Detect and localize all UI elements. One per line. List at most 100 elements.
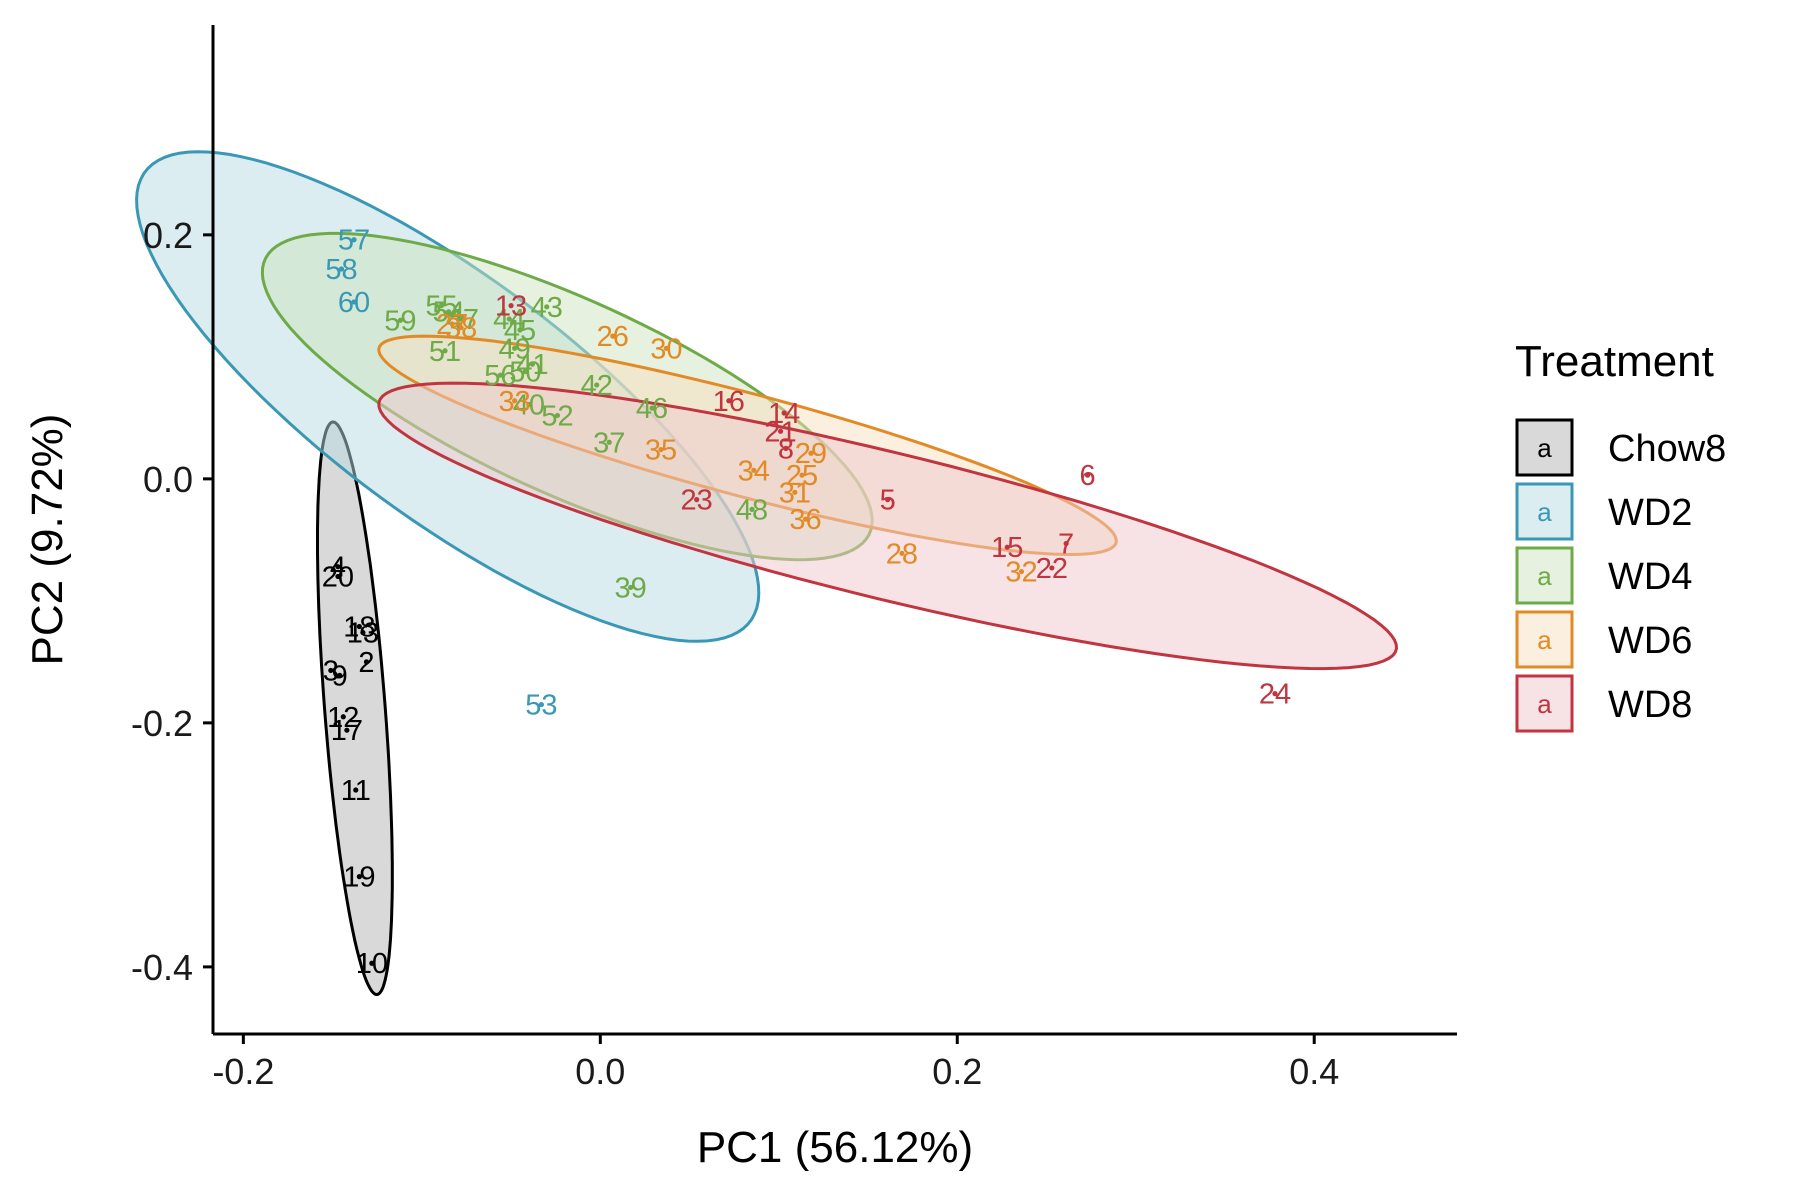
point-marker bbox=[338, 266, 345, 272]
point-label: 53 bbox=[525, 690, 557, 722]
point-label: 55 bbox=[425, 291, 457, 323]
point-marker bbox=[1018, 568, 1025, 575]
axes: -0.2 0.0 0.2 0.4 -0.4 -0.2 0.0 0.2 bbox=[131, 25, 1457, 1092]
point-marker bbox=[328, 667, 334, 674]
point-label: 50 bbox=[509, 357, 541, 389]
point-marker bbox=[1063, 540, 1069, 547]
point-label: 36 bbox=[789, 504, 821, 536]
point-label: 2 bbox=[358, 647, 374, 679]
point-marker bbox=[1004, 544, 1010, 550]
point-marker bbox=[726, 398, 732, 404]
data-point-chow8: 10 bbox=[356, 948, 388, 980]
point-label: 43 bbox=[531, 292, 563, 324]
data-point-wd8: 23 bbox=[681, 485, 713, 517]
point-label: 56 bbox=[484, 360, 516, 392]
data-point-chow8: 17 bbox=[331, 715, 363, 747]
point-marker bbox=[512, 345, 518, 351]
data-point-wd8: 16 bbox=[713, 386, 745, 418]
point-marker bbox=[1084, 472, 1091, 478]
x-tick-label: -0.2 bbox=[212, 1051, 274, 1092]
y-axis-title: PC2 (9.72%) bbox=[23, 414, 72, 666]
point-label: 46 bbox=[636, 393, 668, 425]
point-marker bbox=[529, 361, 536, 367]
data-point-wd4: 46 bbox=[636, 393, 668, 425]
data-point-wd4: 55 bbox=[425, 291, 457, 323]
x-tick-label: 0.4 bbox=[1289, 1051, 1339, 1092]
data-point-chow8: 11 bbox=[341, 775, 371, 807]
point-label: 29 bbox=[795, 438, 827, 470]
point-marker bbox=[497, 372, 503, 378]
legend-key-glyph: a bbox=[1537, 561, 1552, 591]
legend-key bbox=[1515, 674, 1574, 733]
point-label: 47 bbox=[447, 304, 479, 336]
legend-label: WD6 bbox=[1608, 620, 1692, 662]
legend-key bbox=[1515, 482, 1574, 541]
data-point-wd4: 51 bbox=[429, 336, 461, 368]
data-point-wd6: 35 bbox=[645, 435, 677, 467]
point-label: 10 bbox=[356, 948, 388, 980]
point-marker bbox=[460, 316, 466, 322]
point-label: 41 bbox=[516, 349, 548, 381]
point-marker bbox=[751, 467, 757, 473]
data-point-wd4: 40 bbox=[513, 389, 545, 421]
data-point-wd8: 5 bbox=[880, 485, 896, 517]
legend: Treatment a Chow8 a WD2 a WD4 a WD6 a WD8 bbox=[1515, 337, 1726, 733]
data-point-wd4: 49 bbox=[498, 333, 530, 365]
point-marker bbox=[344, 727, 350, 733]
point-marker bbox=[749, 506, 755, 512]
point-marker bbox=[351, 299, 357, 305]
point-label: 30 bbox=[650, 333, 682, 365]
point-label: 15 bbox=[991, 532, 1023, 564]
y-tick-label: -0.2 bbox=[131, 703, 193, 744]
data-point-wd8: 22 bbox=[1036, 553, 1068, 585]
point-marker bbox=[353, 787, 359, 793]
point-marker bbox=[340, 714, 346, 720]
legend-item-wd4: a WD4 bbox=[1515, 546, 1692, 605]
point-marker bbox=[356, 874, 362, 880]
point-label: 20 bbox=[322, 561, 354, 593]
y-tick-label: 0.2 bbox=[143, 215, 193, 256]
point-label: 11 bbox=[341, 775, 371, 807]
legend-key bbox=[1515, 418, 1574, 477]
point-label: 21 bbox=[764, 416, 796, 448]
point-marker bbox=[663, 345, 669, 351]
x-tick-label: 0.0 bbox=[575, 1051, 625, 1092]
confidence-ellipses bbox=[135, 150, 1399, 997]
data-point-wd6: 25 bbox=[786, 460, 818, 492]
data-point-wd4: 56 bbox=[484, 360, 516, 392]
point-marker bbox=[554, 412, 561, 419]
data-point-wd8: 13 bbox=[495, 291, 527, 323]
point-marker bbox=[458, 324, 464, 331]
point-label: 49 bbox=[498, 333, 530, 365]
point-label: 24 bbox=[1259, 679, 1291, 711]
data-point-chow8: 4 bbox=[330, 552, 346, 584]
point-label: 7 bbox=[1058, 529, 1074, 561]
point-label: 42 bbox=[581, 370, 613, 402]
data-point-wd6: 30 bbox=[650, 333, 682, 365]
legend-key-glyph: a bbox=[1537, 625, 1552, 655]
data-point-wd6: 36 bbox=[789, 504, 821, 536]
point-label: 52 bbox=[541, 400, 573, 432]
data-point-wd4: 59 bbox=[384, 305, 416, 337]
point-label: 4 bbox=[330, 552, 346, 584]
point-label: 3 bbox=[323, 655, 339, 687]
point-marker bbox=[792, 489, 798, 495]
point-label: 16 bbox=[713, 386, 745, 418]
legend-label: Chow8 bbox=[1608, 428, 1726, 470]
x-axis-ticks: -0.2 0.0 0.2 0.4 bbox=[212, 1034, 1339, 1092]
legend-item-wd2: a WD2 bbox=[1515, 482, 1692, 541]
data-point-wd2: 57 bbox=[338, 225, 370, 257]
point-label: 33 bbox=[498, 386, 530, 418]
data-point-wd6: 28 bbox=[886, 538, 918, 570]
point-label: 35 bbox=[645, 435, 677, 467]
data-point-chow8: 13 bbox=[347, 618, 379, 650]
legend-label: WD8 bbox=[1608, 684, 1692, 726]
point-marker bbox=[337, 672, 343, 678]
data-point-wd8: 24 bbox=[1259, 679, 1291, 711]
point-marker bbox=[808, 450, 814, 456]
x-axis-title: PC1 (56.12%) bbox=[697, 1123, 973, 1172]
point-marker bbox=[799, 472, 805, 478]
point-label: 12 bbox=[327, 702, 359, 734]
legend-key-glyph: a bbox=[1537, 497, 1552, 527]
